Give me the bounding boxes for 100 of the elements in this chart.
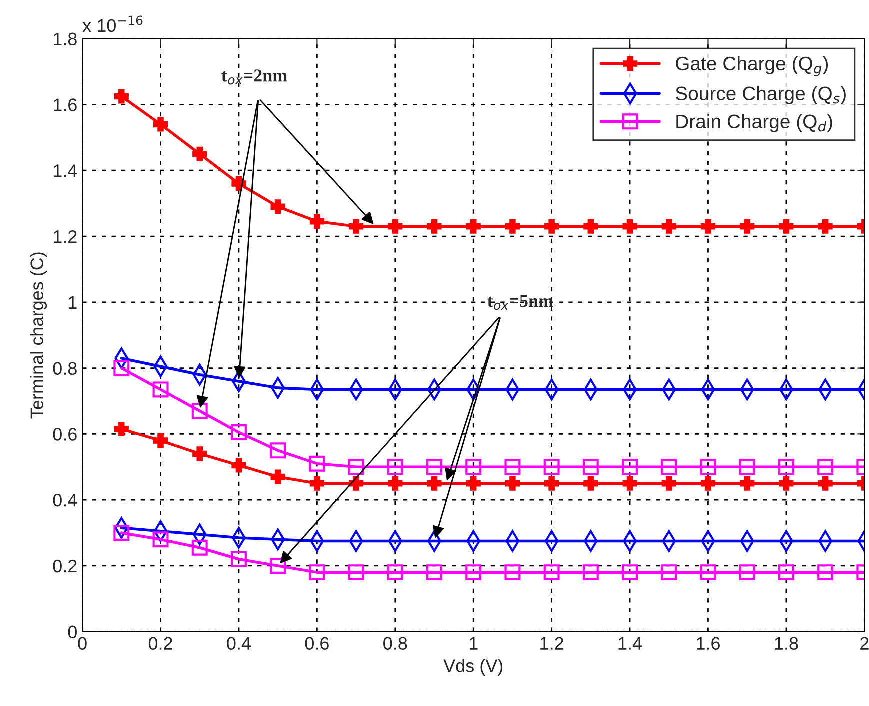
point <box>740 476 755 491</box>
point <box>387 564 404 581</box>
y-tick-label: 0.8 <box>53 362 77 376</box>
point <box>270 442 286 459</box>
point <box>622 219 638 234</box>
x-tick-label: 1 <box>470 637 478 650</box>
point <box>232 176 246 192</box>
point <box>426 459 442 476</box>
point <box>622 476 638 491</box>
point <box>779 476 794 491</box>
point <box>466 459 482 476</box>
point <box>544 476 560 491</box>
point <box>504 564 521 581</box>
point <box>153 433 168 448</box>
point <box>348 564 364 581</box>
point <box>387 459 404 476</box>
legend-label: Source Charge (Q$_{s}$) <box>676 86 846 104</box>
point <box>114 525 130 542</box>
point <box>700 564 716 581</box>
point <box>388 476 403 491</box>
point <box>466 219 481 234</box>
point <box>270 558 286 574</box>
x-tick-label: 1.6 <box>697 637 720 650</box>
point <box>192 146 208 162</box>
y-tick-label: 1.8 <box>54 32 77 46</box>
x-axis-title: Vds (V) <box>444 659 503 676</box>
point <box>622 564 638 581</box>
text: x 10$^{−16}$ <box>82 16 143 32</box>
point <box>388 219 403 234</box>
point <box>153 117 168 132</box>
point <box>310 476 324 491</box>
point <box>348 459 364 476</box>
point <box>504 459 521 476</box>
x-tick-label: 0.2 <box>148 637 172 650</box>
point <box>700 459 716 476</box>
point <box>114 89 129 104</box>
point <box>584 219 598 234</box>
x-tick-label: 2 <box>860 637 869 650</box>
point <box>818 219 833 234</box>
point <box>466 476 481 491</box>
point <box>700 476 716 491</box>
point <box>232 458 246 473</box>
x-tick-label: 0.4 <box>227 637 251 650</box>
point <box>662 219 676 234</box>
x-tick-label: 1.8 <box>775 637 798 650</box>
point <box>505 219 520 234</box>
point <box>230 551 247 568</box>
point <box>661 564 678 581</box>
point <box>270 200 286 214</box>
point <box>544 459 560 476</box>
point <box>584 476 598 491</box>
point <box>152 382 169 398</box>
y-tick-label: 0 <box>68 626 77 639</box>
point <box>818 459 834 476</box>
point <box>740 219 755 234</box>
y-tick-label: 1.2 <box>54 230 77 244</box>
y-axis-title: Terminal charges (C) <box>30 252 48 419</box>
point <box>427 476 442 491</box>
y-tick-label: 1.4 <box>54 164 78 178</box>
point <box>739 459 756 476</box>
annotation: t$_{ox}$=2nm <box>222 70 288 85</box>
point <box>661 459 678 476</box>
point <box>582 459 599 476</box>
point <box>426 564 442 581</box>
point <box>114 422 129 437</box>
x-tick-label: 1.4 <box>618 637 642 650</box>
x-tick-label: 0 <box>78 637 87 650</box>
point <box>152 532 169 548</box>
point <box>309 456 326 472</box>
point <box>739 564 756 581</box>
x-tick-label: 1.2 <box>540 637 564 650</box>
x-tick-label: 0.6 <box>305 637 329 650</box>
y-tick-label: 0.2 <box>53 560 77 573</box>
point <box>192 403 208 420</box>
point <box>818 564 834 581</box>
legend-label: Gate Charge (Q$_{g}$) <box>676 56 828 76</box>
point <box>818 476 833 491</box>
point <box>270 470 286 484</box>
point <box>662 476 676 491</box>
point <box>622 459 638 476</box>
point <box>544 219 560 234</box>
point <box>505 476 520 491</box>
point <box>309 564 326 581</box>
point <box>466 564 482 581</box>
legend-label: Drain Charge (Q$_{d}$) <box>676 114 832 132</box>
point <box>230 424 247 441</box>
point <box>544 564 560 581</box>
point <box>114 360 130 376</box>
point <box>700 219 716 234</box>
point <box>348 219 364 234</box>
point <box>192 540 208 556</box>
annotation: t$_{ox}$=5nm <box>488 295 554 310</box>
point <box>779 219 794 234</box>
point <box>778 459 794 476</box>
y-tick-label: 1.6 <box>54 98 77 112</box>
point <box>778 564 794 581</box>
point <box>582 564 599 581</box>
x-tick-label: 0.8 <box>384 637 408 650</box>
y-tick-label: 1 <box>69 296 77 309</box>
y-tick-label: 0.4 <box>53 494 78 507</box>
